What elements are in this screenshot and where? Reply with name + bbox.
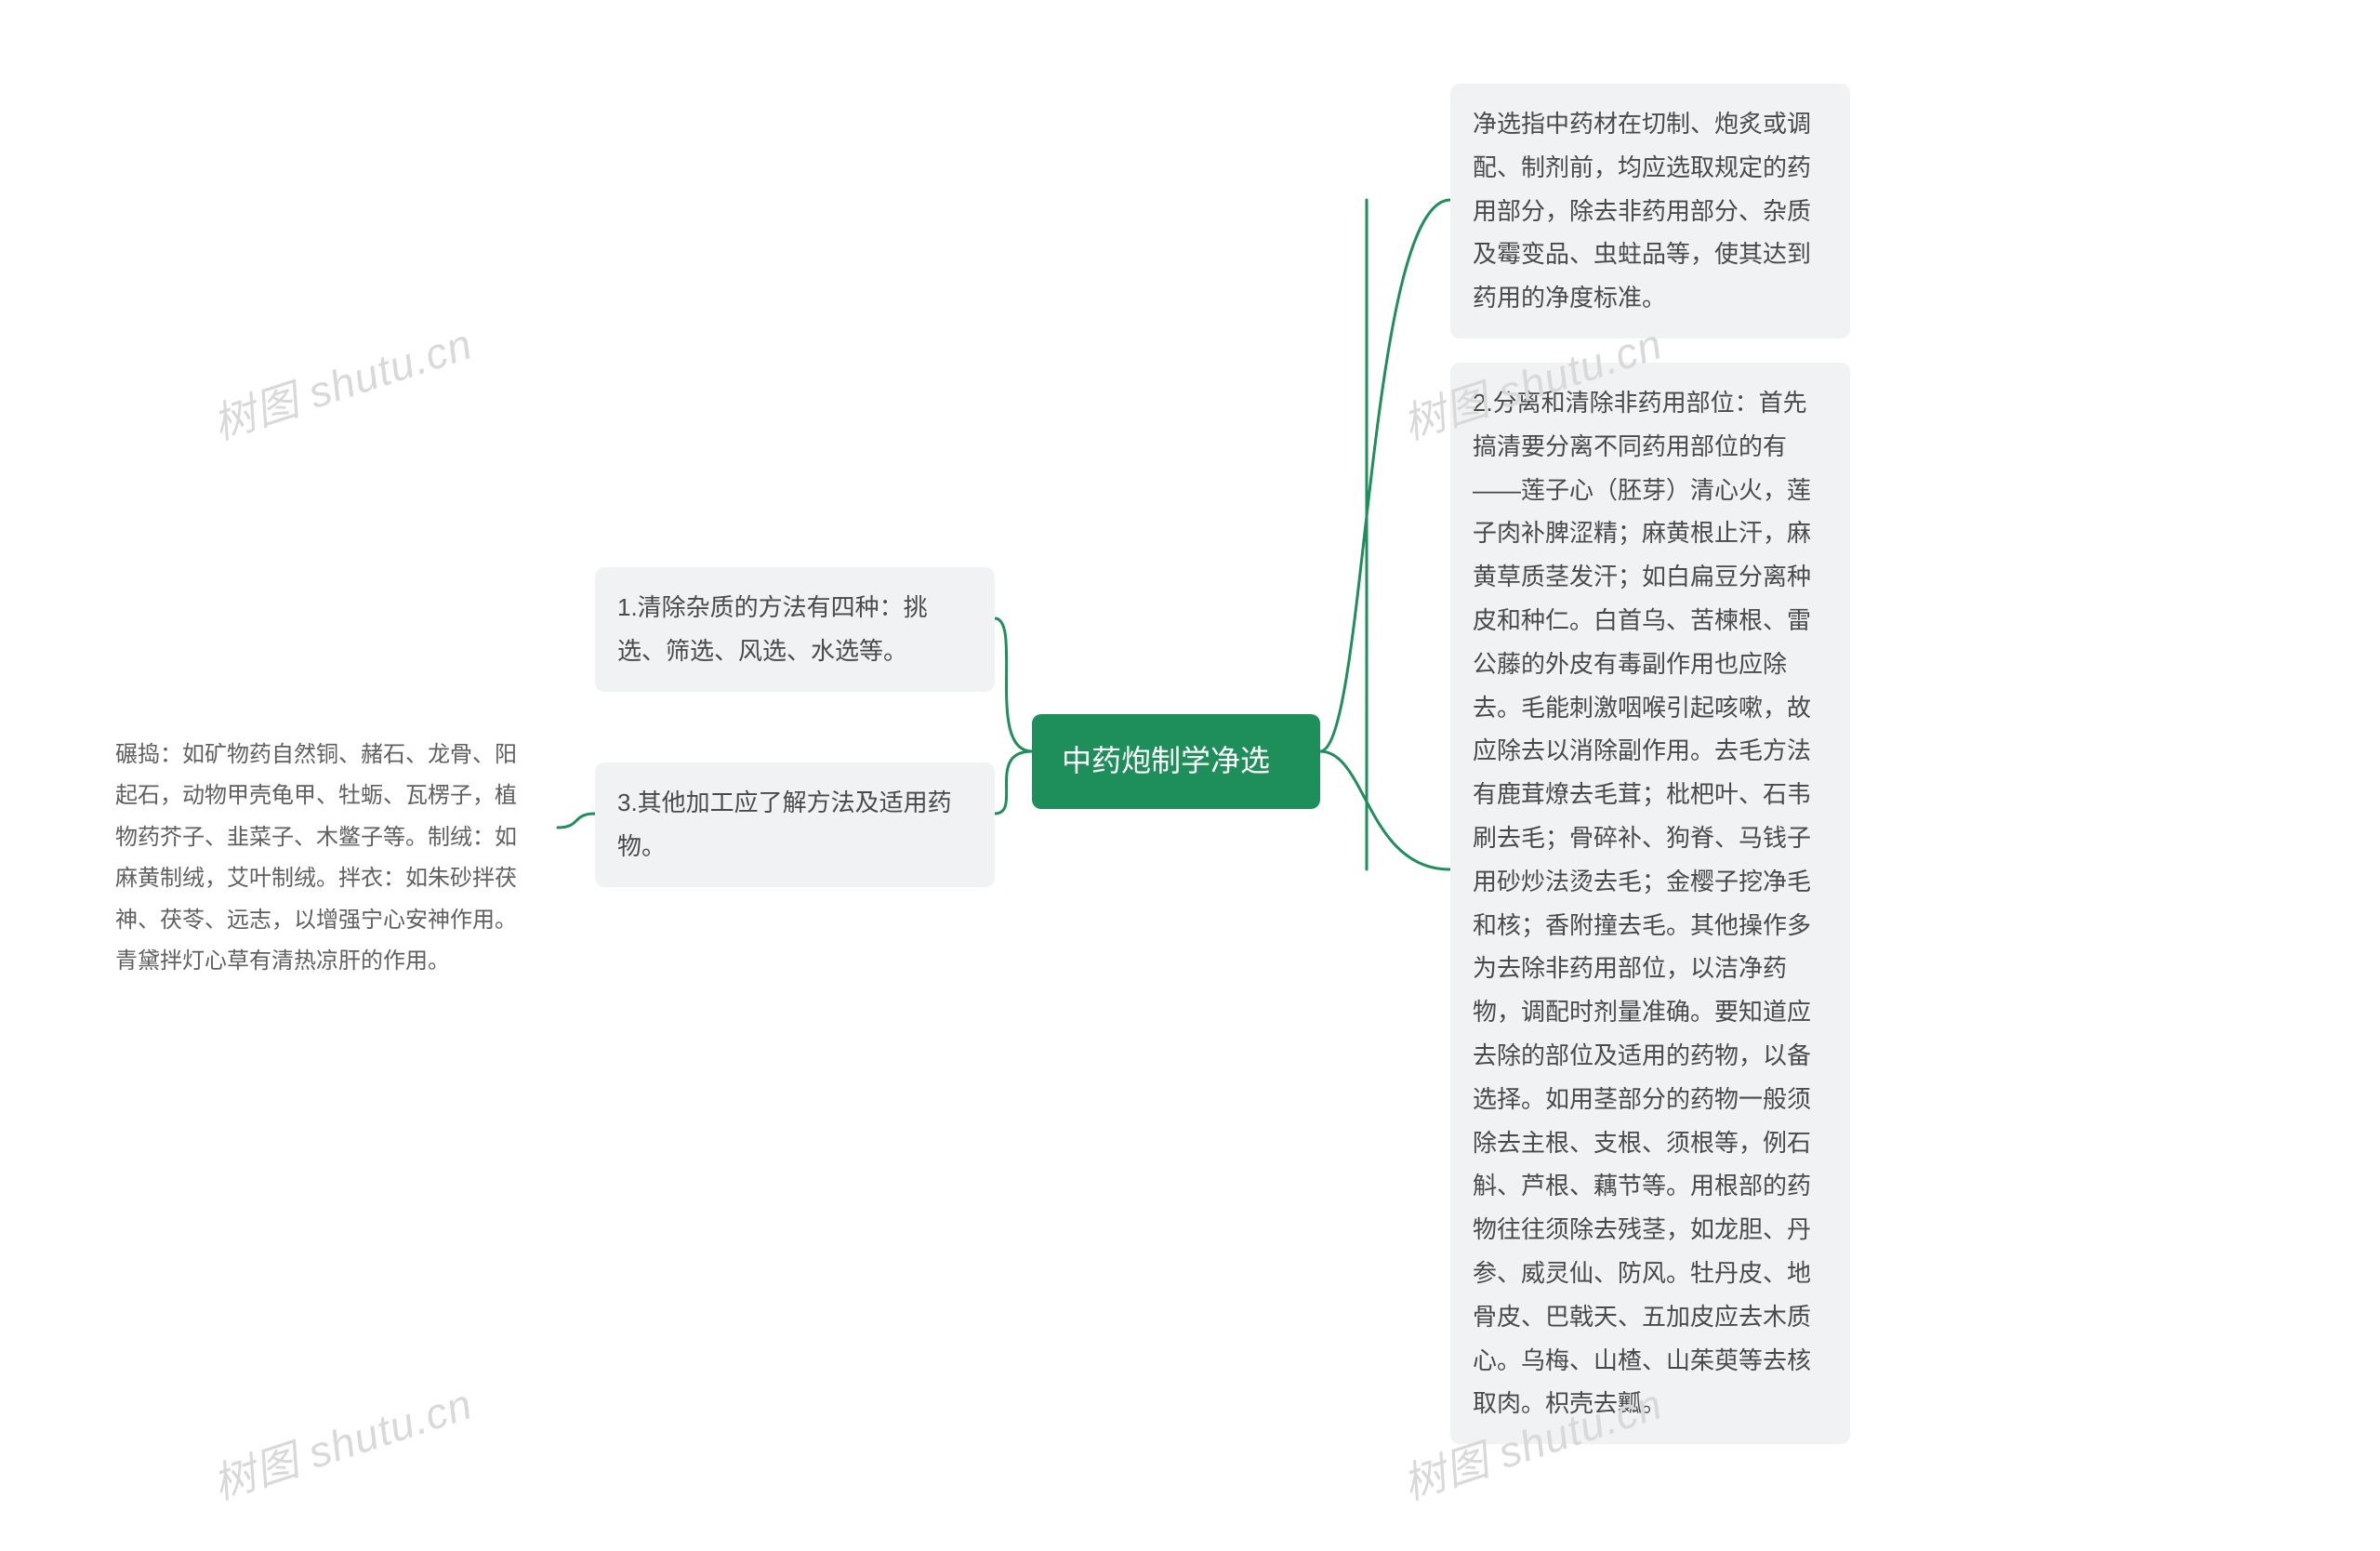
node-left-1[interactable]: 1.清除杂质的方法有四种：挑选、筛选、风选、水选等。 (595, 567, 995, 692)
node-right-definition[interactable]: 净选指中药材在切制、炮炙或调配、制剂前，均应选取规定的药用部分，除去非药用部分、… (1450, 84, 1850, 338)
node-left-3[interactable]: 3.其他加工应了解方法及适用药物。 (595, 762, 995, 887)
node-right-separation[interactable]: 2.分离和清除非药用部位：首先搞清要分离不同药用部位的有——莲子心（胚芽）清心火… (1450, 363, 1850, 1444)
watermark: 树图 shutu.cn (205, 311, 480, 452)
mindmap-root[interactable]: 中药炮制学净选 (1032, 714, 1320, 809)
watermark: 树图 shutu.cn (205, 1371, 480, 1512)
node-left-3-detail: 碾捣：如矿物药自然铜、赭石、龙骨、阳起石，动物甲壳龟甲、牡蛎、瓦楞子，植物药芥子… (93, 716, 558, 1001)
